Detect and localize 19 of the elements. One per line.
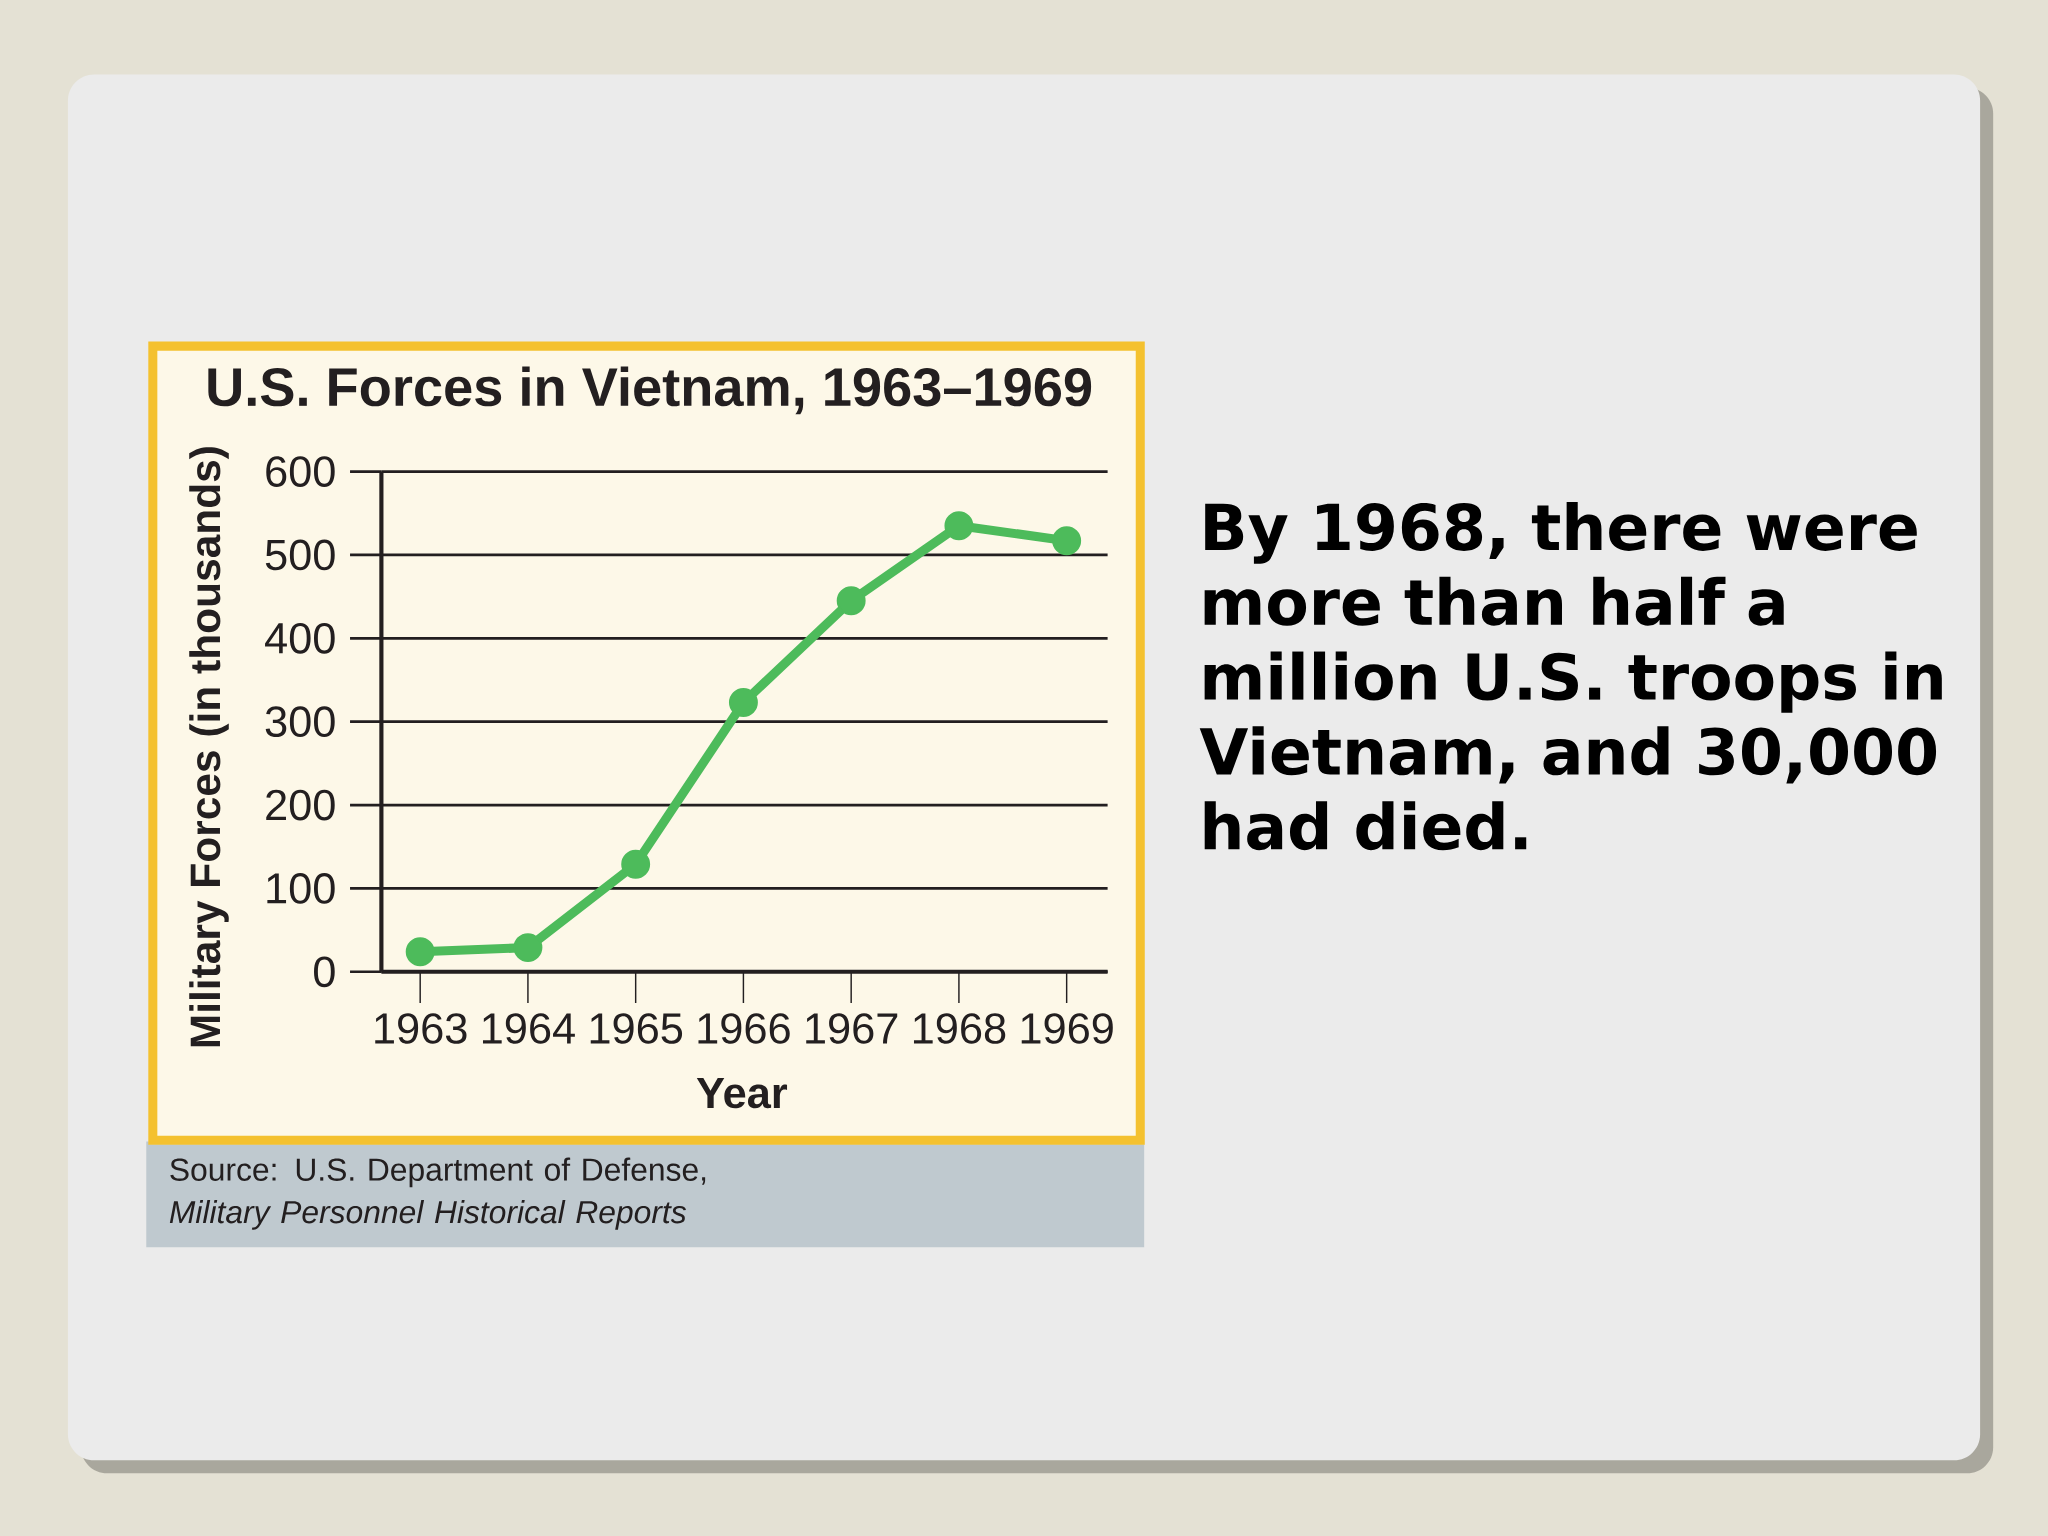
y-tick-label: 0 — [314, 956, 335, 988]
y-tick-label: 100 — [267, 873, 335, 904]
x-axis-title: Year — [696, 1078, 788, 1109]
y-tick-label: 300 — [265, 706, 335, 737]
x-tick-label: 1966 — [698, 1013, 790, 1044]
y-tick-label: 600 — [266, 456, 335, 487]
x-tick-label: 1967 — [806, 1013, 898, 1044]
text: By 1968, there were more than half a million U.S. troops in Vietnam, and 30,000 had died. — [1199, 501, 1942, 851]
y-tick-label: 400 — [265, 622, 335, 654]
x-tick-label: 1968 — [913, 1013, 1006, 1044]
x-tick-label: 1969 — [1021, 1013, 1113, 1044]
y-tick-label: 200 — [266, 789, 335, 821]
y-axis-title: Military Forces (in thousands) — [189, 447, 229, 1047]
x-tick-label: 1964 — [483, 1013, 575, 1044]
x-tick-label: 1965 — [590, 1013, 683, 1044]
chart-title: U.S. Forces in Vietnam, 1963–1969 — [208, 366, 1092, 415]
x-tick-label: 1963 — [375, 1013, 467, 1044]
source-note: Source: U.S. Department of Defense, Military Personnel Historical Reports — [169, 1157, 706, 1230]
y-tick-label: 500 — [265, 539, 335, 571]
